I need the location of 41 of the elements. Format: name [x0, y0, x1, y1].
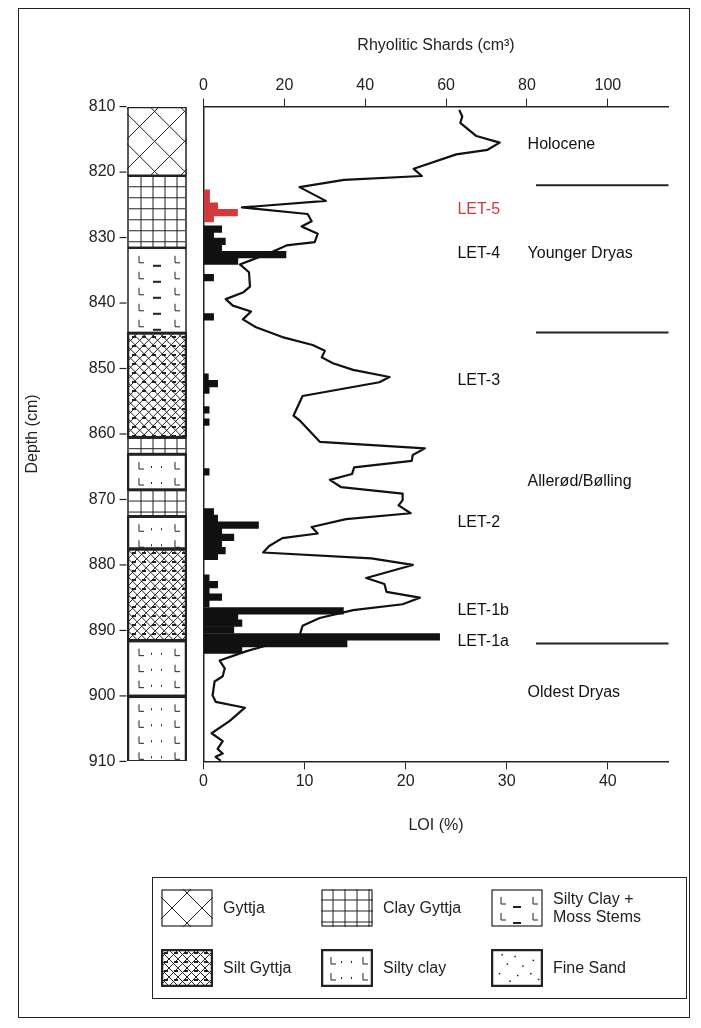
x2-tick-label: 100: [594, 76, 622, 94]
annotation: Younger Dryas: [527, 244, 633, 262]
text: Fine Sand: [553, 958, 626, 978]
y-tick-label: 850: [88, 358, 116, 376]
y-tick-label: 860: [88, 424, 116, 442]
y-tick-label: 880: [88, 555, 116, 573]
y-tick-label: 910: [88, 751, 116, 769]
y-tick-label: 900: [88, 686, 116, 704]
annotation: LET-3: [457, 370, 501, 388]
annotation: LET-1b: [457, 600, 510, 618]
x2-tick-label: 80: [518, 76, 536, 94]
x-tick-label: 10: [295, 772, 314, 790]
x2-tick-label: 0: [199, 76, 209, 94]
y-tick-label: 890: [88, 620, 116, 638]
y-tick-label: 840: [88, 293, 116, 311]
y-tick-label: 870: [88, 489, 116, 507]
x-tick-label: 0: [199, 772, 209, 790]
text: Gyttja: [223, 898, 265, 918]
annotation: LET-2: [457, 512, 501, 530]
x2-tick-label: 60: [437, 76, 456, 94]
annotation: Oldest Dryas: [527, 683, 621, 701]
annotation: LET-1a: [457, 631, 510, 649]
text: Clay Gyttja: [383, 898, 462, 918]
annotation: LET-4: [457, 244, 501, 262]
y-tick-label: 820: [88, 162, 116, 180]
y-tick-label: 810: [88, 97, 116, 115]
x-axis-title: LOI (%): [408, 815, 464, 833]
annotation: Allerød/Bølling: [527, 471, 632, 489]
x2-axis-title: Rhyolitic Shards (cm³): [357, 36, 515, 54]
x-tick-label: 40: [598, 772, 617, 790]
x-tick-label: 30: [497, 772, 516, 790]
x2-tick-label: 20: [275, 76, 294, 94]
y-tick-label: 830: [88, 227, 116, 245]
text: Silty clay: [383, 958, 447, 978]
y-axis-title: Depth (cm): [23, 394, 41, 474]
text: Silt Gyttja: [223, 958, 292, 978]
x2-tick-label: 40: [356, 76, 375, 94]
annotation: LET-5: [457, 200, 501, 218]
text: Silty Clay + Moss Stems: [553, 889, 642, 927]
annotation: Holocene: [527, 134, 596, 152]
x-tick-label: 20: [396, 772, 415, 790]
